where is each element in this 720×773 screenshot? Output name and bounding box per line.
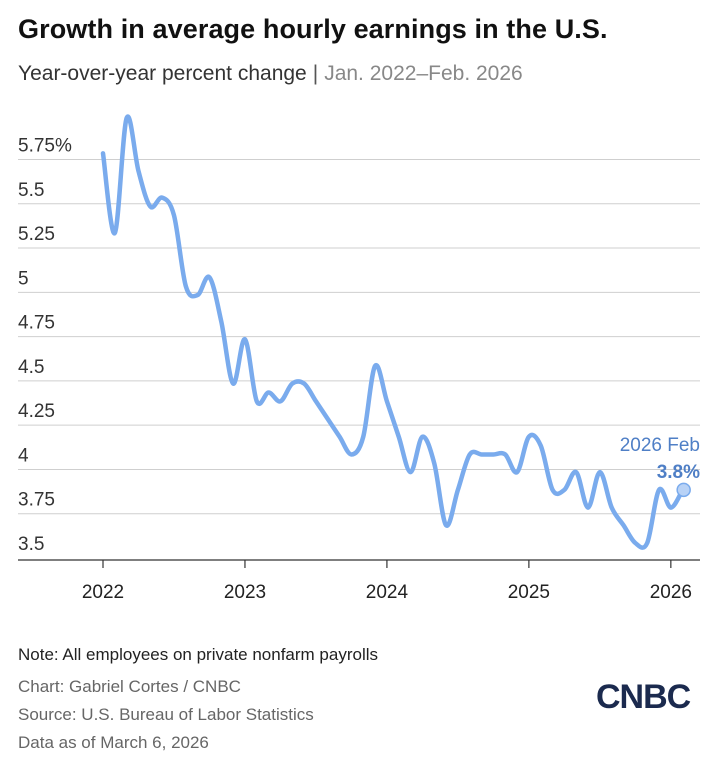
y-tick-label: 3.75 <box>18 490 55 511</box>
chart-subtitle: Year-over-year percent change | Jan. 2022–… <box>18 62 523 86</box>
y-tick-label: 3.5 <box>18 534 44 555</box>
subtitle-separator: | <box>312 62 319 85</box>
y-tick-label: 4 <box>18 445 29 466</box>
y-tick-label: 4.75 <box>18 313 55 334</box>
footer-note: Note: All employees on private nonfarm p… <box>18 645 379 664</box>
last-point-marker <box>676 482 691 498</box>
annotation-date-label: 2026 Feb <box>620 435 700 456</box>
subtitle-date-range: Jan. 2022–Feb. 2026 <box>324 62 523 85</box>
x-tick-label: 2023 <box>224 582 266 603</box>
y-tick-label: 5.5 <box>18 180 44 201</box>
series-line-earnings <box>100 114 685 550</box>
y-tick-label: 5 <box>18 268 29 289</box>
y-tick-label: 4.25 <box>18 401 55 422</box>
subtitle-text: Year-over-year percent change <box>18 62 307 85</box>
x-tick-label: 2025 <box>508 582 550 603</box>
y-tick-label: 4.5 <box>18 357 44 378</box>
annotation-value-label: 3.8% <box>657 462 700 483</box>
footer-credit: Chart: Gabriel Cortes / CNBC <box>18 677 241 696</box>
series-group <box>100 114 685 550</box>
footer-as-of: Data as of March 6, 2026 <box>18 733 209 752</box>
gridlines <box>18 159 700 561</box>
chart-title: Growth in average hourly earnings in the… <box>18 14 608 44</box>
annotation-group: 2026 Feb 3.8% <box>620 435 700 498</box>
y-tick-label: 5.75% <box>18 136 72 157</box>
footer-source: Source: U.S. Bureau of Labor Statistics <box>18 705 314 724</box>
x-tick-label: 2022 <box>82 582 124 603</box>
y-axis-ticks: 3.5 3.75 4 4.25 4.5 4.75 5 5.25 5.5 5.75% <box>18 136 72 556</box>
x-axis-ticks: 2022 2023 2024 2025 2026 <box>82 560 692 603</box>
x-tick-label: 2024 <box>366 582 409 603</box>
y-tick-label: 5.25 <box>18 224 55 245</box>
x-tick-label: 2026 <box>650 582 692 603</box>
cnbc-logo: CNBC <box>596 678 691 716</box>
